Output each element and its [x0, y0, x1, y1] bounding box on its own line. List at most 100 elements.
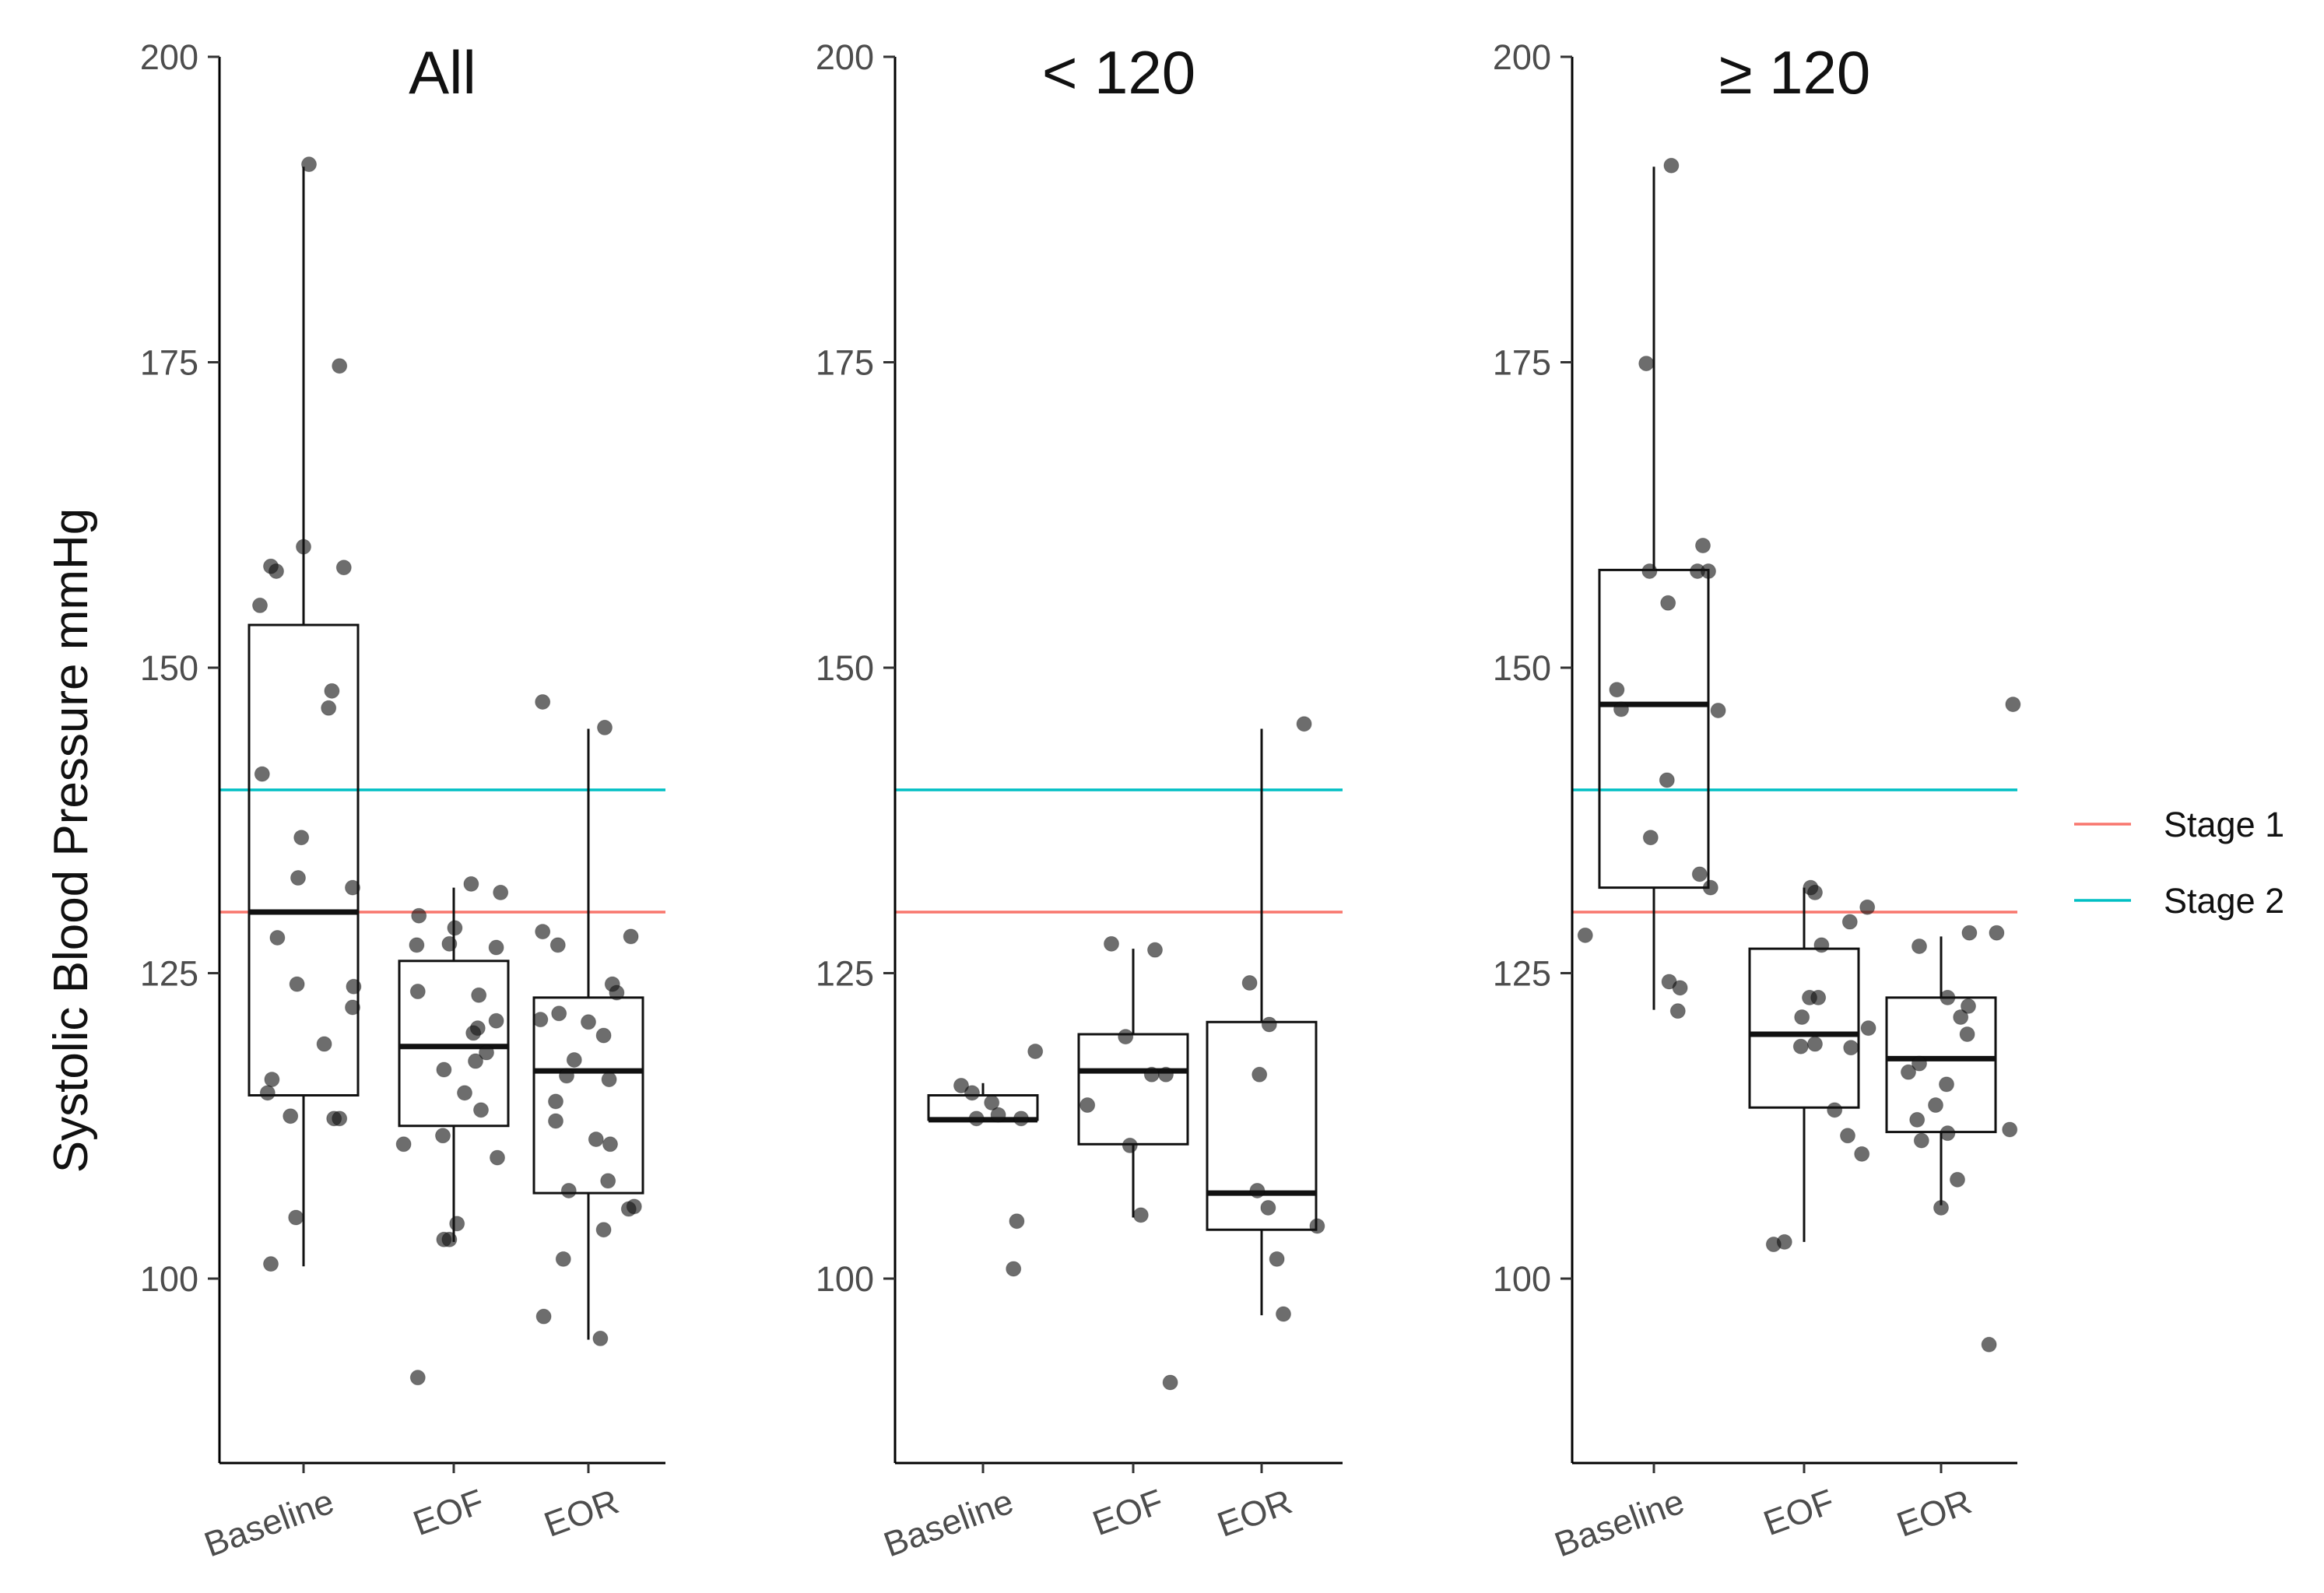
data-point-eor: [561, 1183, 576, 1198]
data-point-eor: [567, 1052, 581, 1067]
data-point-baseline: [1661, 595, 1676, 610]
y-tick-label: 150: [140, 648, 198, 688]
data-point-eor: [1914, 1133, 1929, 1148]
y-tick-label: 150: [816, 648, 874, 688]
data-point-eof: [1808, 885, 1823, 900]
data-point-eor: [1262, 1017, 1276, 1032]
y-tick-label: 125: [816, 954, 874, 994]
data-point-baseline: [325, 683, 339, 698]
data-point-eof: [489, 1013, 504, 1028]
data-point-eor: [556, 1251, 570, 1266]
data-point-baseline: [1014, 1111, 1029, 1126]
panel-title: ≥ 120: [1719, 38, 1871, 107]
data-point-eof: [458, 1086, 472, 1100]
data-point-eor: [1901, 1065, 1916, 1079]
y-tick-label: 100: [1493, 1259, 1551, 1299]
data-point-eor: [550, 938, 565, 953]
data-point-baseline: [346, 880, 360, 895]
data-point-eof: [1133, 1208, 1148, 1223]
data-point-eor: [1297, 717, 1311, 732]
panel-title: < 120: [1042, 38, 1195, 107]
data-point-eor: [581, 1015, 596, 1030]
data-point-baseline: [332, 1111, 347, 1126]
data-point-eof: [1795, 1010, 1810, 1025]
data-point-eor: [1250, 1183, 1265, 1198]
data-point-eor: [1912, 939, 1927, 953]
data-point-eor: [627, 1199, 641, 1214]
data-point-eor: [535, 694, 550, 709]
data-point-baseline: [1696, 539, 1711, 553]
data-point-baseline: [1642, 563, 1657, 578]
data-point-baseline: [302, 157, 317, 172]
data-point-eof: [1159, 1067, 1174, 1082]
data-point-baseline: [1670, 1004, 1685, 1019]
data-point-eor: [1950, 1172, 1965, 1187]
data-point-eof: [1080, 1098, 1095, 1113]
data-point-eof: [466, 1026, 481, 1040]
data-point-eor: [1910, 1112, 1925, 1127]
data-point-baseline: [1578, 928, 1592, 942]
data-point-baseline: [290, 977, 304, 991]
data-point-eof: [1861, 1021, 1876, 1036]
data-point-baseline: [332, 359, 347, 374]
data-point-eof: [1793, 1039, 1808, 1054]
data-point-baseline: [297, 539, 311, 554]
y-tick-label: 100: [140, 1259, 198, 1299]
data-point-eof: [448, 921, 462, 935]
data-point-eor: [601, 1174, 616, 1188]
data-point-eor: [1960, 1027, 1975, 1042]
data-point-baseline: [291, 871, 306, 886]
data-point-eof: [1827, 1103, 1842, 1118]
data-point-baseline: [270, 930, 285, 945]
data-point-eor: [1982, 1337, 1996, 1352]
data-point-baseline: [346, 979, 361, 994]
data-point-eof: [412, 908, 427, 923]
data-point-baseline: [1643, 830, 1658, 845]
data-point-eor: [1929, 1098, 1943, 1113]
y-tick-label: 200: [816, 37, 874, 77]
data-point-eof: [450, 1216, 465, 1231]
data-point-eor: [535, 925, 550, 939]
data-point-eof: [436, 1128, 451, 1143]
data-point-baseline: [1610, 682, 1624, 697]
data-point-eor: [1940, 1126, 1955, 1141]
data-point-eof: [442, 1232, 457, 1247]
data-point-eof: [1122, 1138, 1137, 1153]
data-point-eor: [533, 1012, 548, 1027]
data-point-eof: [1144, 1067, 1159, 1082]
data-point-baseline: [264, 1257, 279, 1272]
data-point-baseline: [255, 767, 269, 781]
figure: Systolic Blood Pressure mmHg All10012515…: [0, 0, 2324, 1593]
legend-label-stage-2: Stage 2: [2164, 881, 2284, 921]
data-point-baseline: [1692, 867, 1707, 882]
data-point-eof: [1811, 990, 1826, 1005]
data-point-eof: [1118, 1030, 1133, 1044]
data-point-baseline: [294, 830, 309, 845]
data-point-eof: [1841, 1128, 1855, 1143]
data-point-baseline: [1673, 981, 1687, 995]
y-tick-label: 100: [816, 1259, 874, 1299]
data-point-eor: [549, 1094, 563, 1109]
data-point-eor: [2003, 1122, 2017, 1137]
data-point-baseline: [269, 563, 284, 578]
data-point-eof: [1814, 938, 1829, 953]
data-point-baseline: [1009, 1214, 1024, 1229]
data-point-eor: [536, 1309, 551, 1324]
data-point-baseline: [317, 1037, 332, 1051]
data-point-eof: [1808, 1037, 1823, 1051]
data-point-baseline: [1659, 773, 1674, 788]
data-point-eof: [1777, 1234, 1792, 1249]
data-point-baseline: [253, 598, 268, 612]
data-point-baseline: [265, 1072, 279, 1087]
data-point-baseline: [289, 1210, 304, 1225]
data-point-eor: [598, 720, 613, 735]
y-tick-label: 200: [1493, 37, 1551, 77]
data-point-baseline: [991, 1107, 1006, 1122]
data-point-eof: [1855, 1146, 1869, 1161]
y-tick-label: 175: [1493, 343, 1551, 383]
data-point-eof: [442, 936, 457, 951]
data-point-eof: [1844, 1040, 1859, 1055]
y-tick-label: 200: [140, 37, 198, 77]
data-point-baseline: [321, 700, 336, 715]
data-point-baseline: [1614, 702, 1629, 717]
